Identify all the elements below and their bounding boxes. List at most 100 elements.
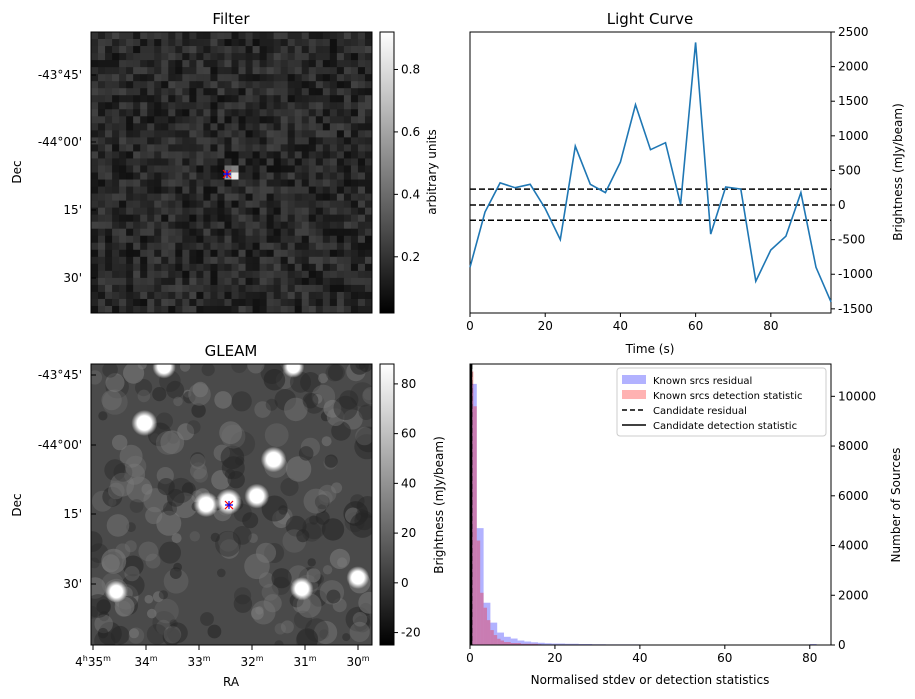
- filter-pixel: [350, 109, 359, 117]
- filter-pixel: [126, 228, 134, 237]
- filter-pixel: [273, 291, 282, 300]
- filter-pixel: [308, 270, 317, 279]
- filter-pixel: [343, 123, 352, 131]
- filter-pixel: [133, 53, 141, 61]
- filter-pixel: [168, 186, 176, 194]
- filter-pixel: [147, 144, 155, 152]
- filter-pixel: [357, 270, 366, 279]
- filter-pixel: [364, 130, 373, 138]
- filter-pixel: [147, 130, 155, 138]
- filter-pixel: [161, 291, 169, 300]
- filter-pixel: [203, 81, 211, 89]
- filter-pixel: [364, 228, 373, 237]
- filter-pixel: [105, 284, 113, 293]
- filter-pixel: [252, 221, 261, 230]
- filter-pixel: [364, 284, 373, 293]
- filter-pixel: [126, 81, 134, 89]
- filter-pixel: [98, 256, 106, 265]
- filter-pixel: [175, 39, 183, 47]
- filter-pixel: [329, 270, 338, 279]
- filter-pixel: [147, 249, 155, 258]
- filter-pixel: [287, 277, 296, 286]
- filter-pixel: [322, 46, 331, 54]
- gleam-noise-blob: [91, 557, 100, 569]
- filter-pixel: [217, 249, 225, 258]
- filter-pixel: [147, 102, 155, 110]
- filter-pixel: [217, 81, 225, 89]
- filter-pixel: [364, 109, 373, 117]
- filter-pixel: [112, 116, 120, 124]
- filter-pixel: [315, 284, 324, 293]
- filter-pixel: [308, 102, 317, 110]
- filter-pixel: [259, 291, 268, 300]
- filter-pixel: [245, 151, 253, 159]
- filter-pixel: [280, 263, 289, 272]
- filter-pixel: [252, 305, 261, 314]
- filter-pixel: [350, 298, 359, 307]
- filter-pixel: [252, 172, 261, 180]
- filter-pixel: [231, 60, 239, 68]
- filter-pixel: [224, 67, 232, 75]
- filter-pixel: [308, 200, 317, 209]
- filter-pixel: [322, 123, 331, 131]
- filter-pixel: [364, 95, 373, 103]
- filter-pixel: [224, 270, 232, 279]
- gleam-noise-blob: [231, 391, 252, 412]
- filter-pixel: [266, 137, 275, 145]
- filter-pixel: [161, 277, 169, 286]
- filter-pixel: [245, 179, 253, 187]
- filter-pixel: [343, 151, 352, 159]
- filter-pixel: [140, 172, 148, 180]
- gleam-ra-tick-label: 33m: [187, 654, 210, 669]
- filter-pixel: [357, 46, 366, 54]
- gleam-noise-blob: [183, 389, 192, 398]
- filter-pixel: [147, 179, 155, 187]
- filter-pixel: [350, 137, 359, 145]
- filter-pixel: [119, 158, 127, 166]
- filter-pixel: [105, 60, 113, 68]
- filter-pixel: [322, 102, 331, 110]
- filter-pixel: [357, 109, 366, 117]
- filter-pixel: [294, 53, 303, 61]
- filter-pixel: [126, 130, 134, 138]
- filter-pixel: [273, 60, 282, 68]
- filter-pixel: [294, 67, 303, 75]
- filter-pixel: [231, 270, 239, 279]
- filter-pixel: [364, 186, 373, 194]
- filter-pixel: [98, 263, 106, 272]
- filter-pixel: [259, 81, 268, 89]
- gleam-noise-blob: [353, 615, 371, 633]
- filter-pixel: [182, 172, 190, 180]
- filter-pixel: [301, 39, 310, 47]
- legend-box: [616, 367, 827, 437]
- filter-pixel: [189, 249, 197, 258]
- filter-pixel: [329, 60, 338, 68]
- gleam-frame: [90, 363, 373, 646]
- gleam-ra-tick-part: m: [256, 654, 264, 663]
- filter-pixel: [119, 249, 127, 258]
- filter-pixel: [350, 158, 359, 166]
- filter-pixel: [217, 53, 225, 61]
- filter-pixel: [357, 256, 366, 265]
- filter-pixel: [126, 123, 134, 131]
- filter-pixel: [315, 74, 324, 82]
- filter-pixel: [112, 263, 120, 272]
- filter-pixel: [210, 228, 218, 237]
- gleam-noise-blob: [349, 621, 370, 643]
- filter-pixel: [259, 263, 268, 272]
- filter-pixel: [308, 284, 317, 293]
- filter-pixel: [126, 32, 134, 40]
- filter-pixel: [280, 32, 289, 40]
- filter-pixel: [182, 235, 190, 244]
- filter-pixel: [154, 46, 162, 54]
- filter-pixel: [301, 123, 310, 131]
- filter-pixel: [336, 249, 345, 258]
- filter-pixel: [357, 144, 366, 152]
- filter-pixel: [259, 109, 268, 117]
- filter-pixel: [357, 291, 366, 300]
- gleam-noise-blob: [298, 446, 314, 461]
- filter-pixel: [140, 53, 148, 61]
- filter-pixel: [315, 81, 324, 89]
- filter-pixel: [308, 193, 317, 202]
- filter-pixel: [182, 102, 190, 110]
